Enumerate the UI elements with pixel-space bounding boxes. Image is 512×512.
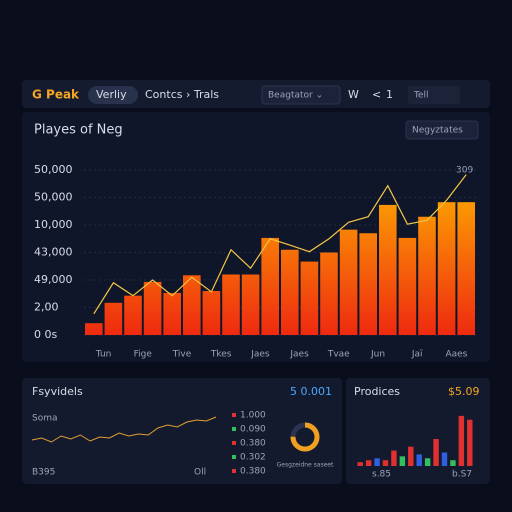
x-tick-label: Tive	[172, 350, 192, 360]
list-item: 0.090	[240, 425, 266, 435]
y-tick-label: 43,000	[34, 246, 73, 259]
list-dot	[232, 455, 236, 459]
panel-title: Prodices	[354, 385, 400, 398]
logo[interactable]: G Peak	[32, 88, 80, 102]
x-tick-label: Jun	[370, 350, 385, 360]
x-tick-label: Tun	[95, 350, 112, 360]
list-dot	[232, 469, 236, 473]
x-tick-label: Jaes	[250, 350, 270, 360]
x-tick-label: Aaes	[445, 350, 467, 360]
bar	[339, 229, 358, 335]
y-tick-label: 0 0s	[34, 328, 57, 341]
panel-subtitle: Soma	[32, 414, 58, 424]
list-item: 1.000	[240, 411, 266, 421]
chart-title: Playes of Neg	[34, 123, 123, 138]
right-panel	[346, 378, 490, 484]
mini-bar	[424, 458, 431, 466]
bar	[143, 281, 162, 335]
bar	[320, 252, 338, 335]
foot: B395	[32, 468, 55, 478]
x-tick-label: Fige	[134, 350, 153, 360]
left-panel	[22, 378, 342, 484]
panel-value: 5 0.001	[290, 385, 332, 398]
mini-bar	[458, 415, 465, 466]
bar	[241, 274, 260, 335]
caption: Gesgzeidne saseet	[277, 462, 334, 469]
mini-bar	[357, 462, 363, 466]
bar	[359, 233, 377, 335]
list-item: 0.302	[240, 453, 266, 463]
list-item: 0.380	[240, 467, 266, 477]
mini-bar	[450, 460, 456, 466]
mini-bar	[365, 460, 372, 466]
search[interactable]: Tell	[413, 91, 429, 101]
mini-label: b.S7	[452, 470, 472, 480]
bar	[437, 202, 456, 335]
breadcrumb[interactable]: Contcs › Trals	[145, 88, 219, 101]
panel-value: $5.09	[448, 385, 480, 398]
icon[interactable]: 1	[386, 88, 393, 101]
bar	[300, 261, 319, 335]
mini-bar	[416, 454, 422, 466]
bar	[85, 323, 103, 335]
mini-bar	[382, 460, 389, 466]
list-dot	[232, 413, 236, 417]
mini-bar	[391, 450, 397, 466]
y-tick-label: 49,000	[34, 273, 73, 286]
y-tick-label: 50,000	[34, 163, 73, 176]
bar	[379, 204, 397, 335]
bar	[418, 216, 436, 335]
list-dot	[232, 441, 236, 445]
bar	[124, 295, 142, 335]
mini-bar	[399, 456, 406, 466]
bar	[163, 292, 181, 335]
y-tick-label: 10,000	[34, 218, 73, 231]
x-tick-label: Jaï	[411, 350, 423, 360]
panel-title: Fsyvidels	[32, 385, 83, 398]
sparkline	[31, 416, 217, 443]
select-bg	[261, 85, 341, 105]
mini-bar	[467, 419, 473, 466]
search-bg	[408, 86, 460, 104]
bar	[183, 275, 201, 335]
tab[interactable]: Verliy	[96, 88, 127, 101]
icon[interactable]: <	[372, 88, 381, 101]
bar	[222, 274, 240, 335]
x-tick-label: Tkes	[210, 350, 232, 360]
button-bg	[405, 120, 479, 140]
y-tick-label: 2,00	[34, 301, 59, 314]
bar	[457, 202, 475, 335]
x-tick-label: Tvae	[327, 350, 350, 360]
select[interactable]: Beagtator ⌄	[268, 91, 323, 101]
y-tick-label: 50,000	[34, 191, 73, 204]
mini-label: s.85	[372, 470, 391, 480]
mini-bar	[441, 452, 448, 466]
bar	[398, 237, 417, 335]
donut-arc	[290, 422, 320, 452]
bar	[281, 249, 299, 335]
mini-bar	[408, 446, 414, 466]
line	[93, 174, 467, 315]
mini-bar	[433, 439, 439, 466]
button[interactable]: Negyztates	[412, 126, 463, 136]
tab-bg	[88, 86, 138, 104]
bar	[202, 291, 221, 335]
icon[interactable]: W	[348, 88, 359, 101]
bar	[261, 237, 279, 335]
x-tick-label: Jaes	[289, 350, 309, 360]
list-item: 0.380	[240, 439, 266, 449]
foot: Oll	[194, 468, 206, 478]
bar	[104, 302, 123, 335]
mini-bar	[374, 458, 380, 466]
nav-bar	[22, 80, 490, 108]
list-dot	[232, 427, 236, 431]
